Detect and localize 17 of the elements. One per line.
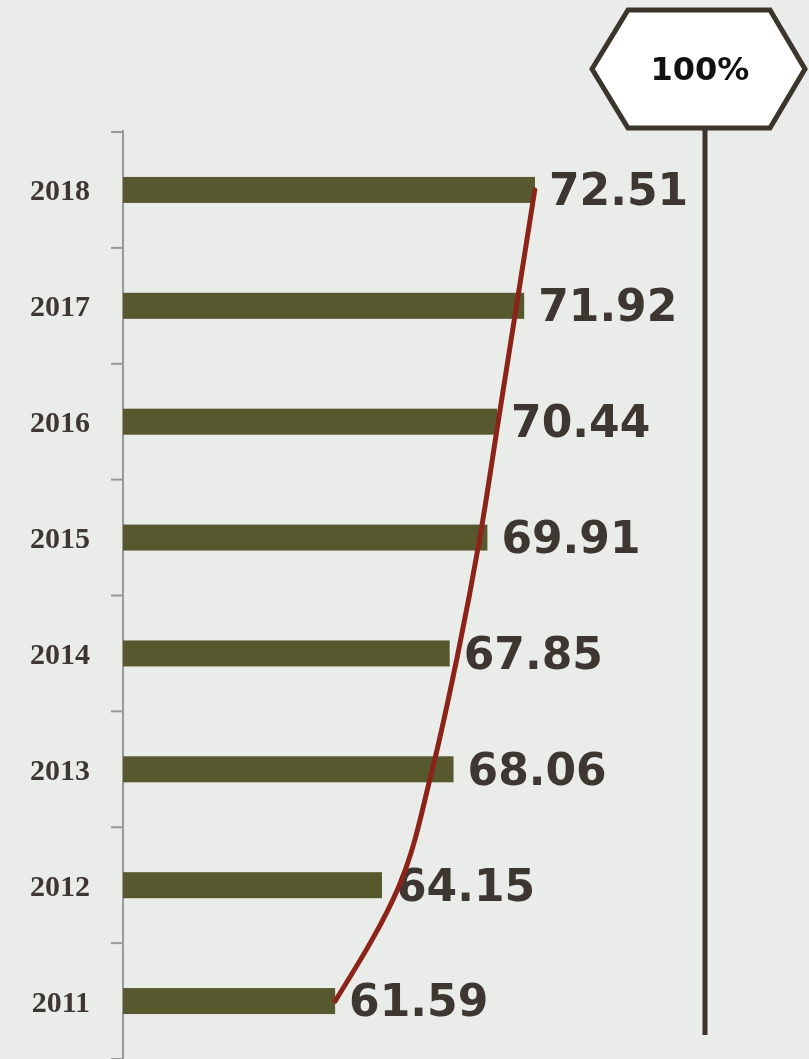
- y-tick-label: 2015: [30, 521, 90, 555]
- data-label: 72.51: [548, 164, 689, 216]
- data-label: 64.15: [395, 859, 536, 911]
- y-tick-label: 2012: [30, 868, 90, 902]
- y-tick-label: 2017: [30, 289, 90, 323]
- y-tick-label: 2013: [30, 752, 90, 786]
- data-label: 69.91: [501, 511, 641, 563]
- y-tick-label: 2014: [30, 636, 90, 670]
- y-tick-label: 2011: [31, 984, 90, 1018]
- y-tick-label: 2016: [30, 405, 90, 439]
- text: 100%: [650, 50, 750, 89]
- data-label: 67.85: [463, 627, 603, 679]
- data-label: 71.92: [538, 280, 678, 332]
- data-label: 61.59: [349, 975, 489, 1027]
- y-tick-label: 2018: [30, 173, 90, 207]
- data-label: 70.44: [511, 396, 651, 448]
- data-label: 68.06: [467, 743, 607, 795]
